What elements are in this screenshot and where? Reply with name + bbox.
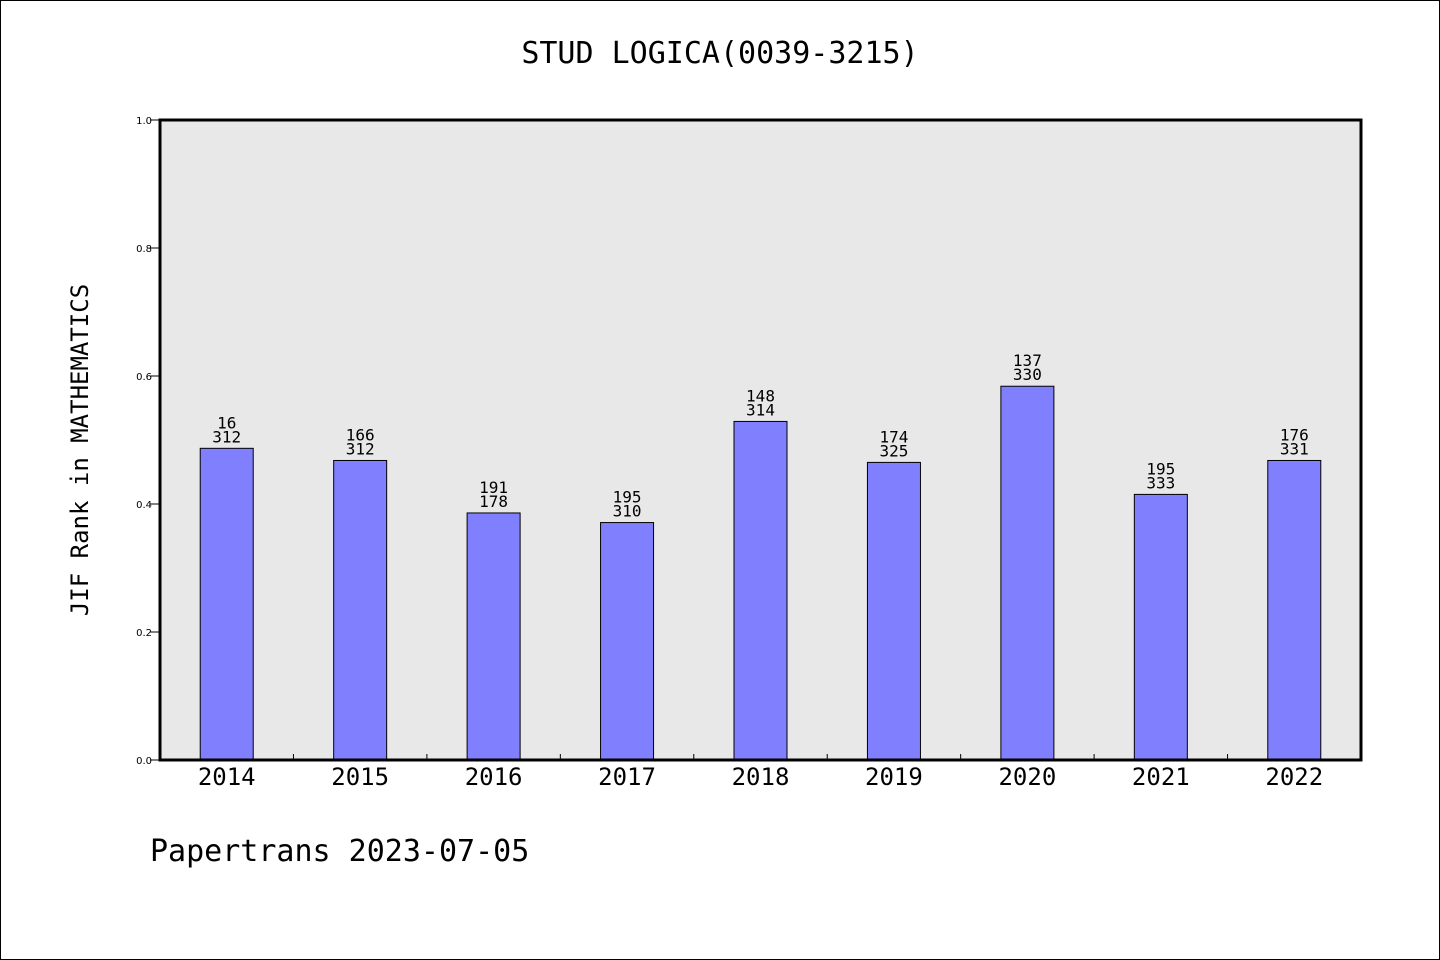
bar-label-total: 310: [613, 502, 642, 521]
bar-label-rank: 176: [1280, 425, 1309, 444]
bar-label-total: 330: [1013, 365, 1042, 384]
footer-credit: Papertrans 2023-07-05: [150, 834, 530, 869]
x-tick-label: 2015: [331, 763, 389, 791]
bar-label-rank: 137: [1013, 351, 1042, 370]
y-tick-label: 0.0: [136, 756, 152, 767]
y-tick-label: 1.0: [136, 116, 152, 127]
bar: [1267, 459, 1322, 761]
bar-label-rank: 166: [346, 425, 375, 444]
bar: [600, 522, 655, 761]
bar: [866, 461, 921, 761]
bar: [1133, 493, 1188, 761]
bar-label-total: 178: [479, 492, 508, 511]
x-tick-label: 2020: [998, 763, 1056, 791]
bar-label-rank: 174: [879, 427, 908, 446]
bar-label-total: 331: [1280, 439, 1309, 458]
x-tick-label: 2017: [598, 763, 656, 791]
bar: [466, 512, 521, 761]
y-tick-label: 0.2: [136, 628, 152, 639]
y-tick-label: 0.6: [136, 372, 152, 383]
bar: [1000, 385, 1055, 761]
bar: [733, 420, 788, 761]
bar-label-total: 333: [1146, 473, 1175, 492]
bar-label-rank: 195: [613, 488, 642, 507]
x-tick-label: 2022: [1265, 763, 1323, 791]
y-tick-label: 0.8: [136, 244, 152, 255]
bar-label-rank: 16: [217, 413, 236, 432]
bar-label-total: 312: [346, 439, 375, 458]
bar-label-rank: 191: [479, 478, 508, 497]
x-tick-label: 2019: [865, 763, 923, 791]
bar-label-rank: 195: [1146, 459, 1175, 478]
x-tick-label: 2016: [465, 763, 523, 791]
x-tick-label: 2014: [198, 763, 256, 791]
y-tick-label: 0.4: [136, 500, 152, 511]
chart-title: STUD LOGICA(0039-3215): [521, 36, 919, 71]
plot-border: [158, 118, 1363, 762]
bar-label-total: 314: [746, 400, 775, 419]
bar-label-total: 312: [212, 427, 241, 446]
x-tick-label: 2021: [1132, 763, 1190, 791]
x-tick-label: 2018: [732, 763, 790, 791]
bar-label-total: 325: [879, 441, 908, 460]
bar: [333, 459, 388, 761]
bar-label-rank: 148: [746, 386, 775, 405]
bar: [199, 447, 254, 761]
